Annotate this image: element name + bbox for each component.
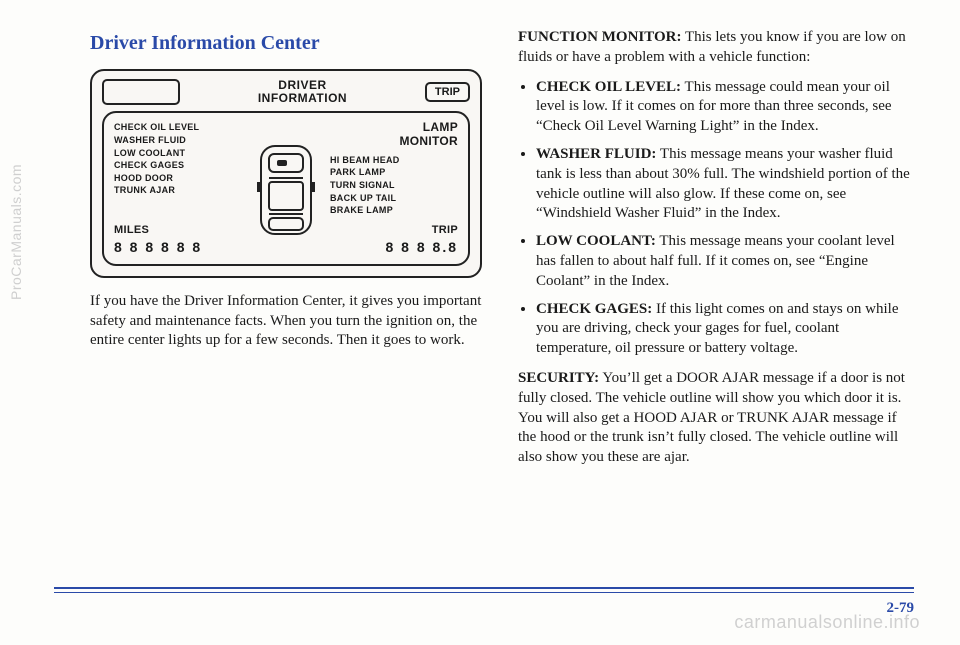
function-monitor-label: FUNCTION MONITOR: bbox=[518, 29, 681, 45]
dic-panel: DRIVER INFORMATION TRIP CHECK OIL LEVEL … bbox=[90, 69, 482, 278]
panel-left-item: TRUNK AJAR bbox=[114, 184, 242, 197]
list-item: LOW COOLANT: This message means your coo… bbox=[536, 232, 910, 291]
panel-right-item: BRAKE LAMP bbox=[330, 204, 458, 217]
function-monitor-list: CHECK OIL LEVEL: This message could mean… bbox=[518, 78, 910, 359]
lcd-display-left bbox=[102, 79, 180, 105]
miles-label: MILES bbox=[114, 223, 242, 238]
page-title: Driver Information Center bbox=[90, 32, 482, 55]
miles-block: MILES 8 8 8 8 8 8 bbox=[114, 223, 242, 258]
panel-right-item: PARK LAMP bbox=[330, 166, 458, 179]
list-item: CHECK GAGES: If this light comes on and … bbox=[536, 300, 910, 359]
panel-left-item: WASHER FLUID bbox=[114, 134, 242, 147]
panel-right-list: LAMP MONITOR HI BEAM HEAD PARK LAMP TURN… bbox=[330, 121, 458, 216]
left-column: Driver Information Center DRIVER INFORMA… bbox=[90, 28, 482, 478]
car-outline-icon bbox=[250, 121, 322, 257]
page: Driver Information Center DRIVER INFORMA… bbox=[0, 0, 960, 478]
miles-digits: 8 8 8 8 8 8 bbox=[114, 238, 242, 258]
security-label: SECURITY: bbox=[518, 370, 599, 386]
panel-right-heading-line1: LAMP bbox=[330, 121, 458, 134]
footer-watermark: carmanualsonline.info bbox=[734, 612, 920, 633]
panel-right-heading-line2: MONITOR bbox=[330, 135, 458, 148]
panel-right-item: BACK UP TAIL bbox=[330, 192, 458, 205]
item-label: CHECK OIL LEVEL: bbox=[536, 79, 681, 95]
security-para: SECURITY: You’ll get a DOOR AJAR message… bbox=[518, 369, 910, 468]
panel-left-item: LOW COOLANT bbox=[114, 147, 242, 160]
function-monitor-para: FUNCTION MONITOR: This lets you know if … bbox=[518, 28, 910, 68]
panel-top-row: DRIVER INFORMATION TRIP bbox=[102, 79, 470, 105]
panel-right-item: HI BEAM HEAD bbox=[330, 154, 458, 167]
page-rule bbox=[54, 587, 914, 593]
panel-left-list: CHECK OIL LEVEL WASHER FLUID LOW COOLANT… bbox=[114, 121, 242, 216]
trip-button[interactable]: TRIP bbox=[425, 82, 470, 102]
panel-inner: CHECK OIL LEVEL WASHER FLUID LOW COOLANT… bbox=[102, 111, 470, 265]
list-item: WASHER FLUID: This message means your wa… bbox=[536, 145, 910, 224]
item-label: LOW COOLANT: bbox=[536, 233, 656, 249]
panel-top-label: DRIVER INFORMATION bbox=[258, 79, 347, 105]
panel-top-label-line2: INFORMATION bbox=[258, 92, 347, 105]
trip-label: TRIP bbox=[330, 223, 458, 238]
item-label: CHECK GAGES: bbox=[536, 301, 652, 317]
panel-left-item: CHECK GAGES bbox=[114, 159, 242, 172]
intro-paragraph: If you have the Driver Information Cente… bbox=[90, 292, 482, 351]
trip-digits: 8 8 8 8.8 bbox=[330, 238, 458, 258]
trip-block: TRIP 8 8 8 8.8 bbox=[330, 223, 458, 258]
panel-left-item: CHECK OIL LEVEL bbox=[114, 121, 242, 134]
right-column: FUNCTION MONITOR: This lets you know if … bbox=[518, 28, 910, 478]
panel-left-item: HOOD DOOR bbox=[114, 172, 242, 185]
list-item: CHECK OIL LEVEL: This message could mean… bbox=[536, 78, 910, 137]
panel-right-heading: LAMP MONITOR bbox=[330, 121, 458, 147]
panel-right-item: TURN SIGNAL bbox=[330, 179, 458, 192]
item-label: WASHER FLUID: bbox=[536, 146, 656, 162]
